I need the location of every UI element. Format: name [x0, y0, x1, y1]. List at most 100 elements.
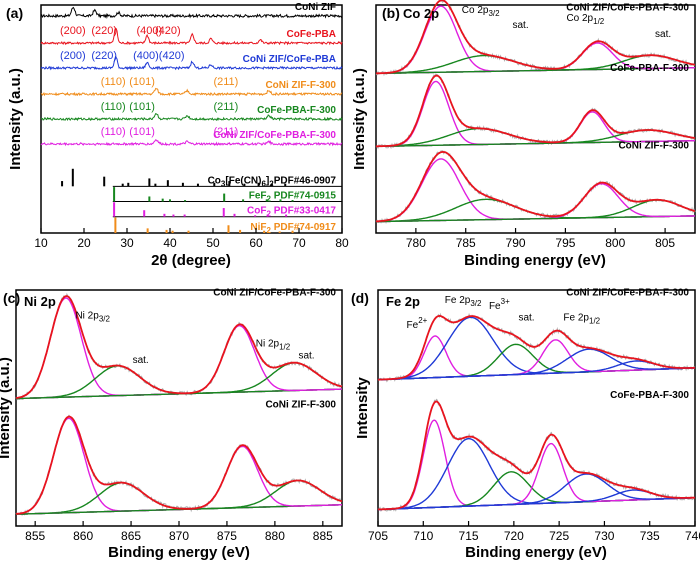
peak-annotation-sub: 1/2 [593, 17, 605, 26]
peak-annotation: Co 2p1/2 [566, 13, 604, 26]
peak-annotation-text: Co 2p [462, 5, 489, 16]
raw-spectrum-cofe-pba-f-300 [377, 398, 696, 513]
peak-annotation-text: Ni 2p [256, 339, 280, 350]
panel-c: CoNi ZIF/CoFe-PBA-F-300 CoNi ZIF-F-300 Ni … [0, 288, 343, 561]
ref-label-part: 3 [221, 179, 226, 188]
panel-b: CoNi ZIF/CoFe-PBA-F-300 CoFe-PBA-F-300 CoN… [351, 0, 696, 269]
peak-annotation: sat. [512, 20, 528, 31]
xrd-peak-label: (200) [60, 25, 86, 37]
peak-annotation-text: sat. [518, 313, 534, 324]
peak-annotation: sat. [655, 29, 671, 40]
x-tick-label: 885 [313, 529, 333, 543]
x-tick-label: 10 [34, 236, 48, 250]
panel-c-plot-area: CoNi ZIF/CoFe-PBA-F-300 CoNi ZIF-F-300 Ni … [15, 288, 343, 517]
ref-label-part: 6 [261, 179, 266, 188]
xrd-peak-label: (211) [213, 76, 238, 88]
fit-envelope-coni-zif-f-300 [375, 150, 696, 223]
spectrum-label: CoFe-PBA-F-300 [610, 63, 689, 74]
xrd-trace-coni-zif-f-300 [40, 87, 343, 97]
ref-label: Co3[Fe(CN)6]2PDF#46-0907 [208, 175, 337, 188]
peak-annotation-text: Ni 2p [75, 310, 99, 321]
panel-d: CoNi ZIF/CoFe-PBA-F-300CoFe-PBA-F-300Fe2… [351, 288, 700, 561]
xrd-trace-coni-zif [41, 6, 343, 19]
peak-annotation-text: Co 2p [566, 13, 593, 24]
peak-annotation-text: sat. [133, 355, 149, 366]
peak-annotation: sat. [298, 350, 314, 361]
peak-annotation-sub: 3/2 [99, 314, 111, 323]
xrd-peak-label: (200) [60, 50, 86, 62]
xrd-trace-cofe-pba-f-300 [40, 112, 343, 122]
peak-annotation: Fe2+ [407, 316, 428, 331]
fit-component-858.2 [15, 297, 342, 399]
fit-component-804.2 [376, 199, 696, 223]
spectrum-label: CoNi ZIF/CoFe-PBA-F-300 [213, 288, 336, 299]
fit-envelope-coni-zif-f-300 [15, 415, 343, 515]
panel-b-x-axis-title: Binding energy (eV) [464, 252, 606, 269]
xrd-trace-coni-zif-cofe-pba [40, 55, 343, 71]
peak-annotation-sub: 1/2 [279, 343, 291, 352]
spectrum-label: CoNi ZIF-F-300 [265, 400, 336, 411]
peak-annotation-sup: 2+ [418, 316, 427, 325]
xrd-series-label: CoNi ZIF/CoFe-PBA-F-300 [213, 130, 336, 141]
peak-annotation-sub: 3/2 [488, 9, 500, 18]
fit-component-728.3 [377, 348, 695, 381]
xrd-peak-label: (101) [129, 101, 155, 113]
x-tick-label: 780 [406, 236, 426, 250]
xrd-peak-label: (101) [129, 126, 155, 138]
panel-d-label: (d) [351, 290, 369, 306]
ref-label-part: 2 [267, 226, 272, 235]
ref-label: FeF2 PDF#74-0915 [249, 191, 337, 204]
ref-label-part: 2 [269, 179, 274, 188]
xrd-peak-label: (220) [91, 25, 117, 37]
panel-c-x-axis-title: Binding energy (eV) [108, 544, 250, 561]
peak-annotation: Fe 2p3/2 [445, 295, 482, 308]
x-tick-label: 30 [120, 236, 134, 250]
x-tick-label: 860 [73, 529, 93, 543]
x-tick-label: 80 [335, 236, 349, 250]
x-tick-label: 740 [685, 529, 700, 543]
fit-envelope-coni-zif-cofe-pba-f-300 [377, 314, 696, 381]
xrd-peak-label: (110) [101, 76, 126, 88]
raw-spectrum-cofe-pba-f-300 [375, 73, 696, 150]
peak-annotation: Ni 2p3/2 [75, 310, 110, 323]
ref-label-part: FeF [249, 191, 267, 202]
fit-component-733.5 [377, 360, 696, 381]
x-tick-label: 730 [594, 529, 614, 543]
peak-annotation: Fe3+ [489, 297, 510, 312]
peak-annotation-text: sat. [298, 350, 314, 361]
x-tick-label: 790 [506, 236, 526, 250]
x-tick-label: 785 [456, 236, 476, 250]
panel-a-x-ticks: 10 20 30 40 50 60 70 80 [34, 228, 349, 250]
xrd-peak-label: (101) [129, 76, 155, 88]
fit-envelope-coni-zif-cofe-pba-f-300 [375, 0, 696, 75]
fit-component-858.5 [15, 417, 342, 515]
panel-d-y-axis-title: Intensity [354, 377, 371, 439]
panel-d-x-ticks: 705 710 715 720 725 730 735 740 [368, 521, 700, 543]
x-tick-label: 715 [459, 529, 479, 543]
ref-label: NiF2 PDF#74-0917 [250, 222, 336, 235]
spectrum-label: CoNi ZIF-F-300 [618, 140, 689, 151]
peak-annotation-text: Fe 2p [445, 295, 471, 306]
x-tick-label: 60 [249, 236, 263, 250]
xrd-peak-label: (400) [137, 25, 163, 37]
panel-a-x-axis-title: 2θ (degree) [151, 252, 231, 269]
x-tick-label: 855 [25, 529, 45, 543]
xrd-trace-cofe-pba [40, 27, 343, 46]
panel-a-y-axis-title: Intensity (a.u.) [7, 68, 24, 170]
panel-c-label: (c) [3, 290, 20, 306]
panel-b-y-axis-title: Intensity (a.u.) [351, 68, 368, 170]
x-tick-label: 710 [413, 529, 433, 543]
ref-label-part: PDF#74-0917 [271, 222, 336, 233]
xrd-trace-coni-zif-cofe-pba-f-300 [40, 139, 343, 147]
spectrum-label: CoNi ZIF/CoFe-PBA-F-300 [566, 288, 689, 299]
panel-d-title: Fe 2p [386, 294, 420, 309]
ref-label-part: PDF#46-0907 [274, 175, 337, 186]
panel-a-label: (a) [6, 5, 23, 21]
panel-c-title: Ni 2p [24, 294, 56, 309]
ref-label-part: NiF [250, 222, 266, 233]
peak-annotation: Ni 2p1/2 [256, 339, 291, 352]
spectrum-label: CoFe-PBA-F-300 [610, 390, 689, 401]
peak-annotation-text: Fe [489, 301, 501, 312]
xrd-peak-label: (211) [213, 126, 238, 138]
